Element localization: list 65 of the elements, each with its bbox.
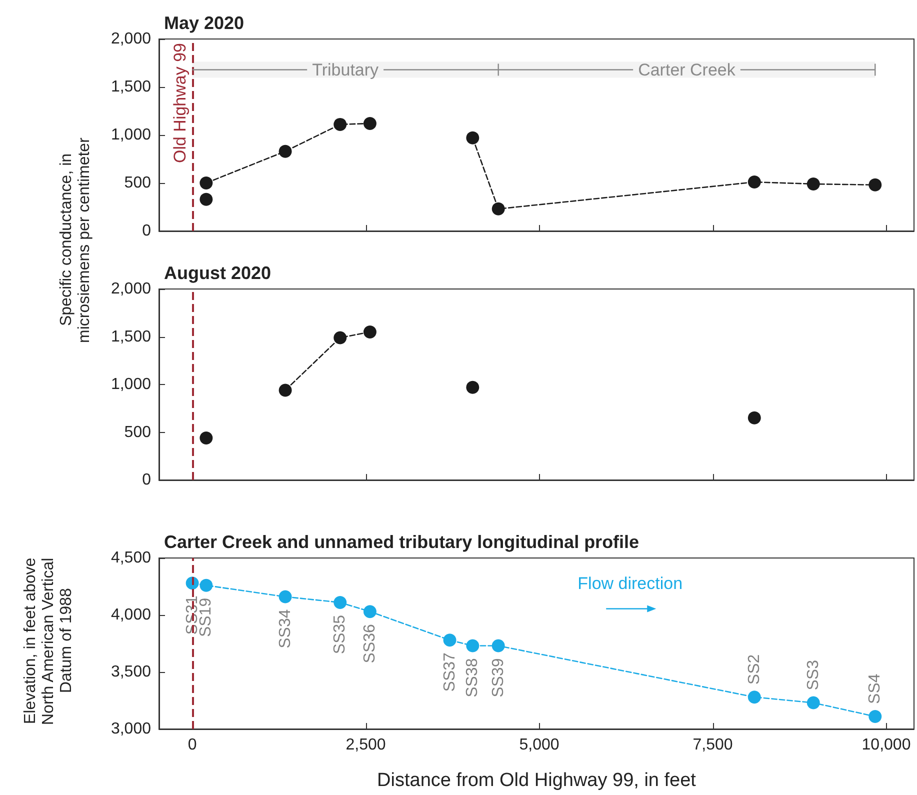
point bbox=[868, 178, 882, 192]
point bbox=[492, 639, 505, 652]
data-label: SS36 bbox=[361, 624, 378, 664]
chart-title: Carter Creek and unnamed tributary longitudinal profile bbox=[164, 532, 640, 552]
point bbox=[363, 325, 376, 338]
y-tick-label: 3,000 bbox=[110, 720, 152, 738]
point bbox=[334, 118, 347, 131]
y-tick-label: 0 bbox=[142, 472, 152, 488]
data-label: SS4 bbox=[866, 674, 884, 704]
x-tick-label: 10,000 bbox=[862, 736, 911, 754]
data-label: SS19 bbox=[198, 598, 215, 637]
x-tick-label: 2,500 bbox=[346, 736, 386, 754]
point bbox=[443, 634, 456, 647]
point bbox=[278, 590, 292, 604]
data-label: SS2 bbox=[746, 654, 763, 685]
y-tick-label: 1,000 bbox=[110, 126, 152, 144]
point bbox=[466, 639, 480, 652]
annotation: Flow direction bbox=[578, 574, 683, 593]
point bbox=[278, 144, 292, 158]
point bbox=[334, 596, 347, 609]
point bbox=[466, 131, 480, 144]
y-tick-label: 1,000 bbox=[110, 376, 152, 393]
y-tick-label: 500 bbox=[124, 174, 152, 192]
band-label: Carter Creek bbox=[638, 60, 736, 80]
point bbox=[334, 331, 347, 344]
y-tick-label: 2,000 bbox=[110, 280, 152, 298]
point bbox=[200, 176, 213, 190]
y-axis-title: Specific conductance, in microsiemens per centimeter bbox=[58, 136, 94, 345]
point bbox=[278, 384, 292, 397]
y-tick-label: 1,500 bbox=[110, 328, 152, 346]
chart-title: May 2020 bbox=[164, 13, 244, 33]
point bbox=[868, 710, 882, 723]
point bbox=[466, 380, 480, 394]
point bbox=[363, 605, 376, 618]
point bbox=[748, 176, 761, 189]
chart-title: August 2020 bbox=[164, 263, 272, 283]
point bbox=[200, 578, 213, 592]
y-axis-title: Elevation, in feet above North American Vertical Datum of 1988 bbox=[22, 556, 76, 727]
band-label: Tributary bbox=[312, 60, 380, 80]
y-tick-label: 500 bbox=[124, 424, 152, 441]
point bbox=[363, 116, 376, 130]
x-tick-label: 7,500 bbox=[692, 736, 733, 754]
x-tick-label: 5,000 bbox=[519, 736, 560, 754]
data-label: SS3 bbox=[804, 660, 822, 690]
point bbox=[806, 177, 820, 190]
y-tick-label: 1,500 bbox=[110, 78, 152, 96]
point bbox=[200, 192, 213, 206]
y-tick-label: 4,500 bbox=[110, 550, 152, 566]
data-label: SS39 bbox=[490, 658, 507, 698]
data-label: SS37 bbox=[441, 652, 458, 692]
x-tick-label: 0 bbox=[188, 736, 197, 754]
point bbox=[492, 202, 505, 216]
data-label: SS38 bbox=[464, 658, 482, 698]
y-tick-label: 0 bbox=[142, 222, 152, 240]
point bbox=[748, 411, 761, 424]
y-tick-label: 3,500 bbox=[110, 664, 152, 680]
y-tick-label: 2,000 bbox=[110, 30, 152, 48]
y-tick-label: 4,000 bbox=[110, 606, 152, 624]
x-axis-title: Distance from Old Highway 99, in feet bbox=[377, 770, 697, 791]
data-label: SS35 bbox=[332, 614, 349, 654]
ref-line-label: Old Highway 99 bbox=[170, 43, 190, 164]
point bbox=[200, 431, 213, 444]
data-label: SS34 bbox=[276, 609, 294, 648]
point bbox=[748, 690, 761, 704]
point bbox=[806, 696, 820, 710]
